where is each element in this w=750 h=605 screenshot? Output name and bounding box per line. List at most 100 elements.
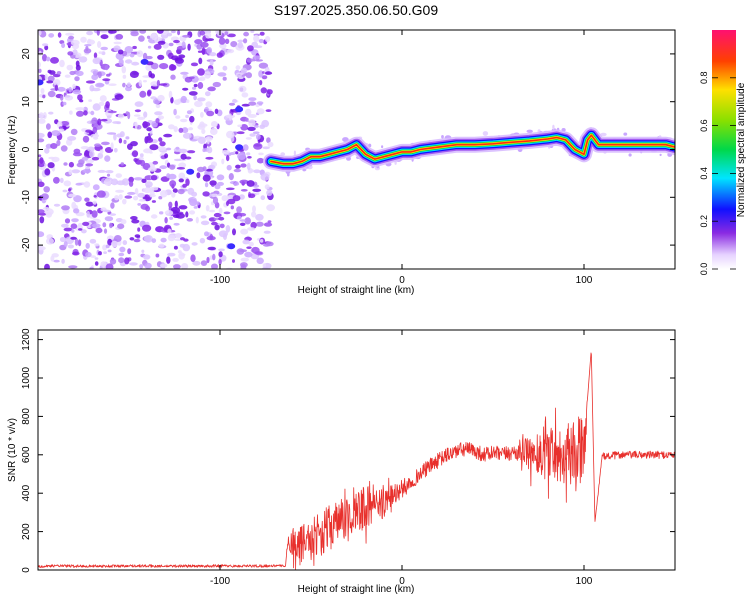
- noise-speckle: [166, 173, 171, 179]
- noise-speckle: [78, 222, 83, 227]
- colorbar: 0.0 0.2 0.4 0.6 0.8 Normalized spectral ampl…: [699, 30, 747, 275]
- noise-speckle: [178, 178, 184, 183]
- noise-speckle: [230, 205, 234, 210]
- ridge-halo-speckle: [280, 152, 286, 157]
- noise-speckle: [72, 89, 82, 95]
- noise-blob: [235, 106, 244, 113]
- noise-blob: [140, 58, 149, 65]
- noise-speckle: [141, 249, 145, 253]
- noise-speckle: [200, 41, 209, 48]
- noise-speckle: [224, 38, 230, 44]
- noise-speckle: [126, 82, 131, 87]
- noise-speckle: [144, 262, 152, 269]
- noise-speckle: [129, 70, 139, 78]
- noise-speckle: [156, 79, 160, 87]
- noise-speckle: [252, 205, 256, 213]
- noise-speckle: [59, 236, 67, 243]
- noise-speckle: [244, 217, 251, 225]
- noise-speckle: [259, 31, 265, 36]
- noise-speckle: [221, 158, 225, 165]
- noise-speckle: [129, 53, 135, 58]
- noise-speckle: [196, 201, 200, 206]
- noise-speckle: [226, 130, 235, 139]
- noise-speckle: [109, 222, 113, 229]
- noise-speckle: [222, 65, 228, 71]
- noise-speckle: [191, 191, 198, 197]
- noise-speckle: [247, 156, 252, 159]
- noise-speckle: [75, 182, 83, 186]
- noise-speckle: [92, 103, 101, 111]
- noise-speckle: [192, 260, 201, 266]
- noise-speckle: [93, 195, 97, 198]
- noise-speckle: [261, 75, 268, 80]
- noise-speckle: [92, 126, 98, 133]
- noise-speckle: [60, 145, 68, 152]
- colorbar-tick-label: 0.0: [699, 263, 709, 276]
- noise-speckle: [67, 51, 74, 56]
- noise-speckle: [129, 262, 138, 266]
- noise-speckle: [137, 192, 146, 198]
- noise-speckle: [185, 178, 190, 186]
- noise-speckle: [235, 74, 242, 78]
- noise-speckle: [91, 223, 101, 228]
- noise-blob: [227, 243, 236, 250]
- noise-speckle: [81, 229, 87, 234]
- noise-speckle: [120, 162, 125, 166]
- noise-speckle: [260, 195, 266, 201]
- noise-speckle: [158, 196, 163, 200]
- noise-speckle: [240, 189, 248, 192]
- noise-speckle: [117, 113, 125, 119]
- noise-speckle: [194, 100, 203, 108]
- noise-speckle: [121, 66, 127, 74]
- noise-speckle: [209, 52, 217, 57]
- noise-speckle: [159, 165, 167, 170]
- noise-speckle: [82, 221, 90, 226]
- noise-speckle: [171, 191, 176, 198]
- noise-speckle: [53, 176, 60, 184]
- noise-speckle: [205, 136, 213, 141]
- noise-speckle: [159, 211, 164, 215]
- noise-speckle: [179, 243, 186, 248]
- noise-speckle: [38, 138, 45, 143]
- noise-speckle: [260, 173, 270, 181]
- noise-speckle: [110, 202, 115, 209]
- noise-speckle: [137, 116, 146, 120]
- noise-speckle: [70, 39, 80, 46]
- noise-speckle: [253, 34, 260, 43]
- noise-speckle: [266, 204, 275, 212]
- noise-speckle: [218, 207, 223, 214]
- noise-speckle: [205, 91, 211, 97]
- noise-speckle: [118, 257, 125, 264]
- noise-speckle: [155, 103, 161, 109]
- noise-speckle: [70, 236, 77, 240]
- noise-speckle: [183, 238, 189, 242]
- noise-speckle: [197, 50, 203, 53]
- noise-speckle: [113, 133, 117, 141]
- noise-speckle: [261, 71, 266, 74]
- noise-speckle: [218, 258, 222, 265]
- noise-speckle: [138, 198, 146, 202]
- noise-speckle: [99, 30, 109, 33]
- noise-speckle: [148, 166, 157, 172]
- noise-speckle: [102, 222, 107, 228]
- noise-speckle: [239, 222, 246, 226]
- noise-speckle: [249, 133, 256, 137]
- noise-speckle: [259, 80, 263, 86]
- noise-speckle: [211, 121, 218, 128]
- noise-speckle: [109, 213, 117, 216]
- noise-blob: [186, 168, 195, 175]
- noise-speckle: [105, 101, 110, 109]
- noise-speckle: [90, 255, 96, 258]
- noise-speckle: [97, 71, 102, 79]
- noise-speckle: [217, 72, 227, 77]
- noise-speckle: [96, 190, 106, 198]
- noise-speckle: [226, 155, 230, 162]
- noise-speckle: [218, 251, 223, 258]
- noise-speckle: [254, 124, 259, 128]
- noise-speckle: [168, 173, 177, 180]
- noise-speckle: [150, 62, 159, 70]
- noise-speckle: [241, 92, 249, 98]
- noise-speckle: [255, 133, 261, 140]
